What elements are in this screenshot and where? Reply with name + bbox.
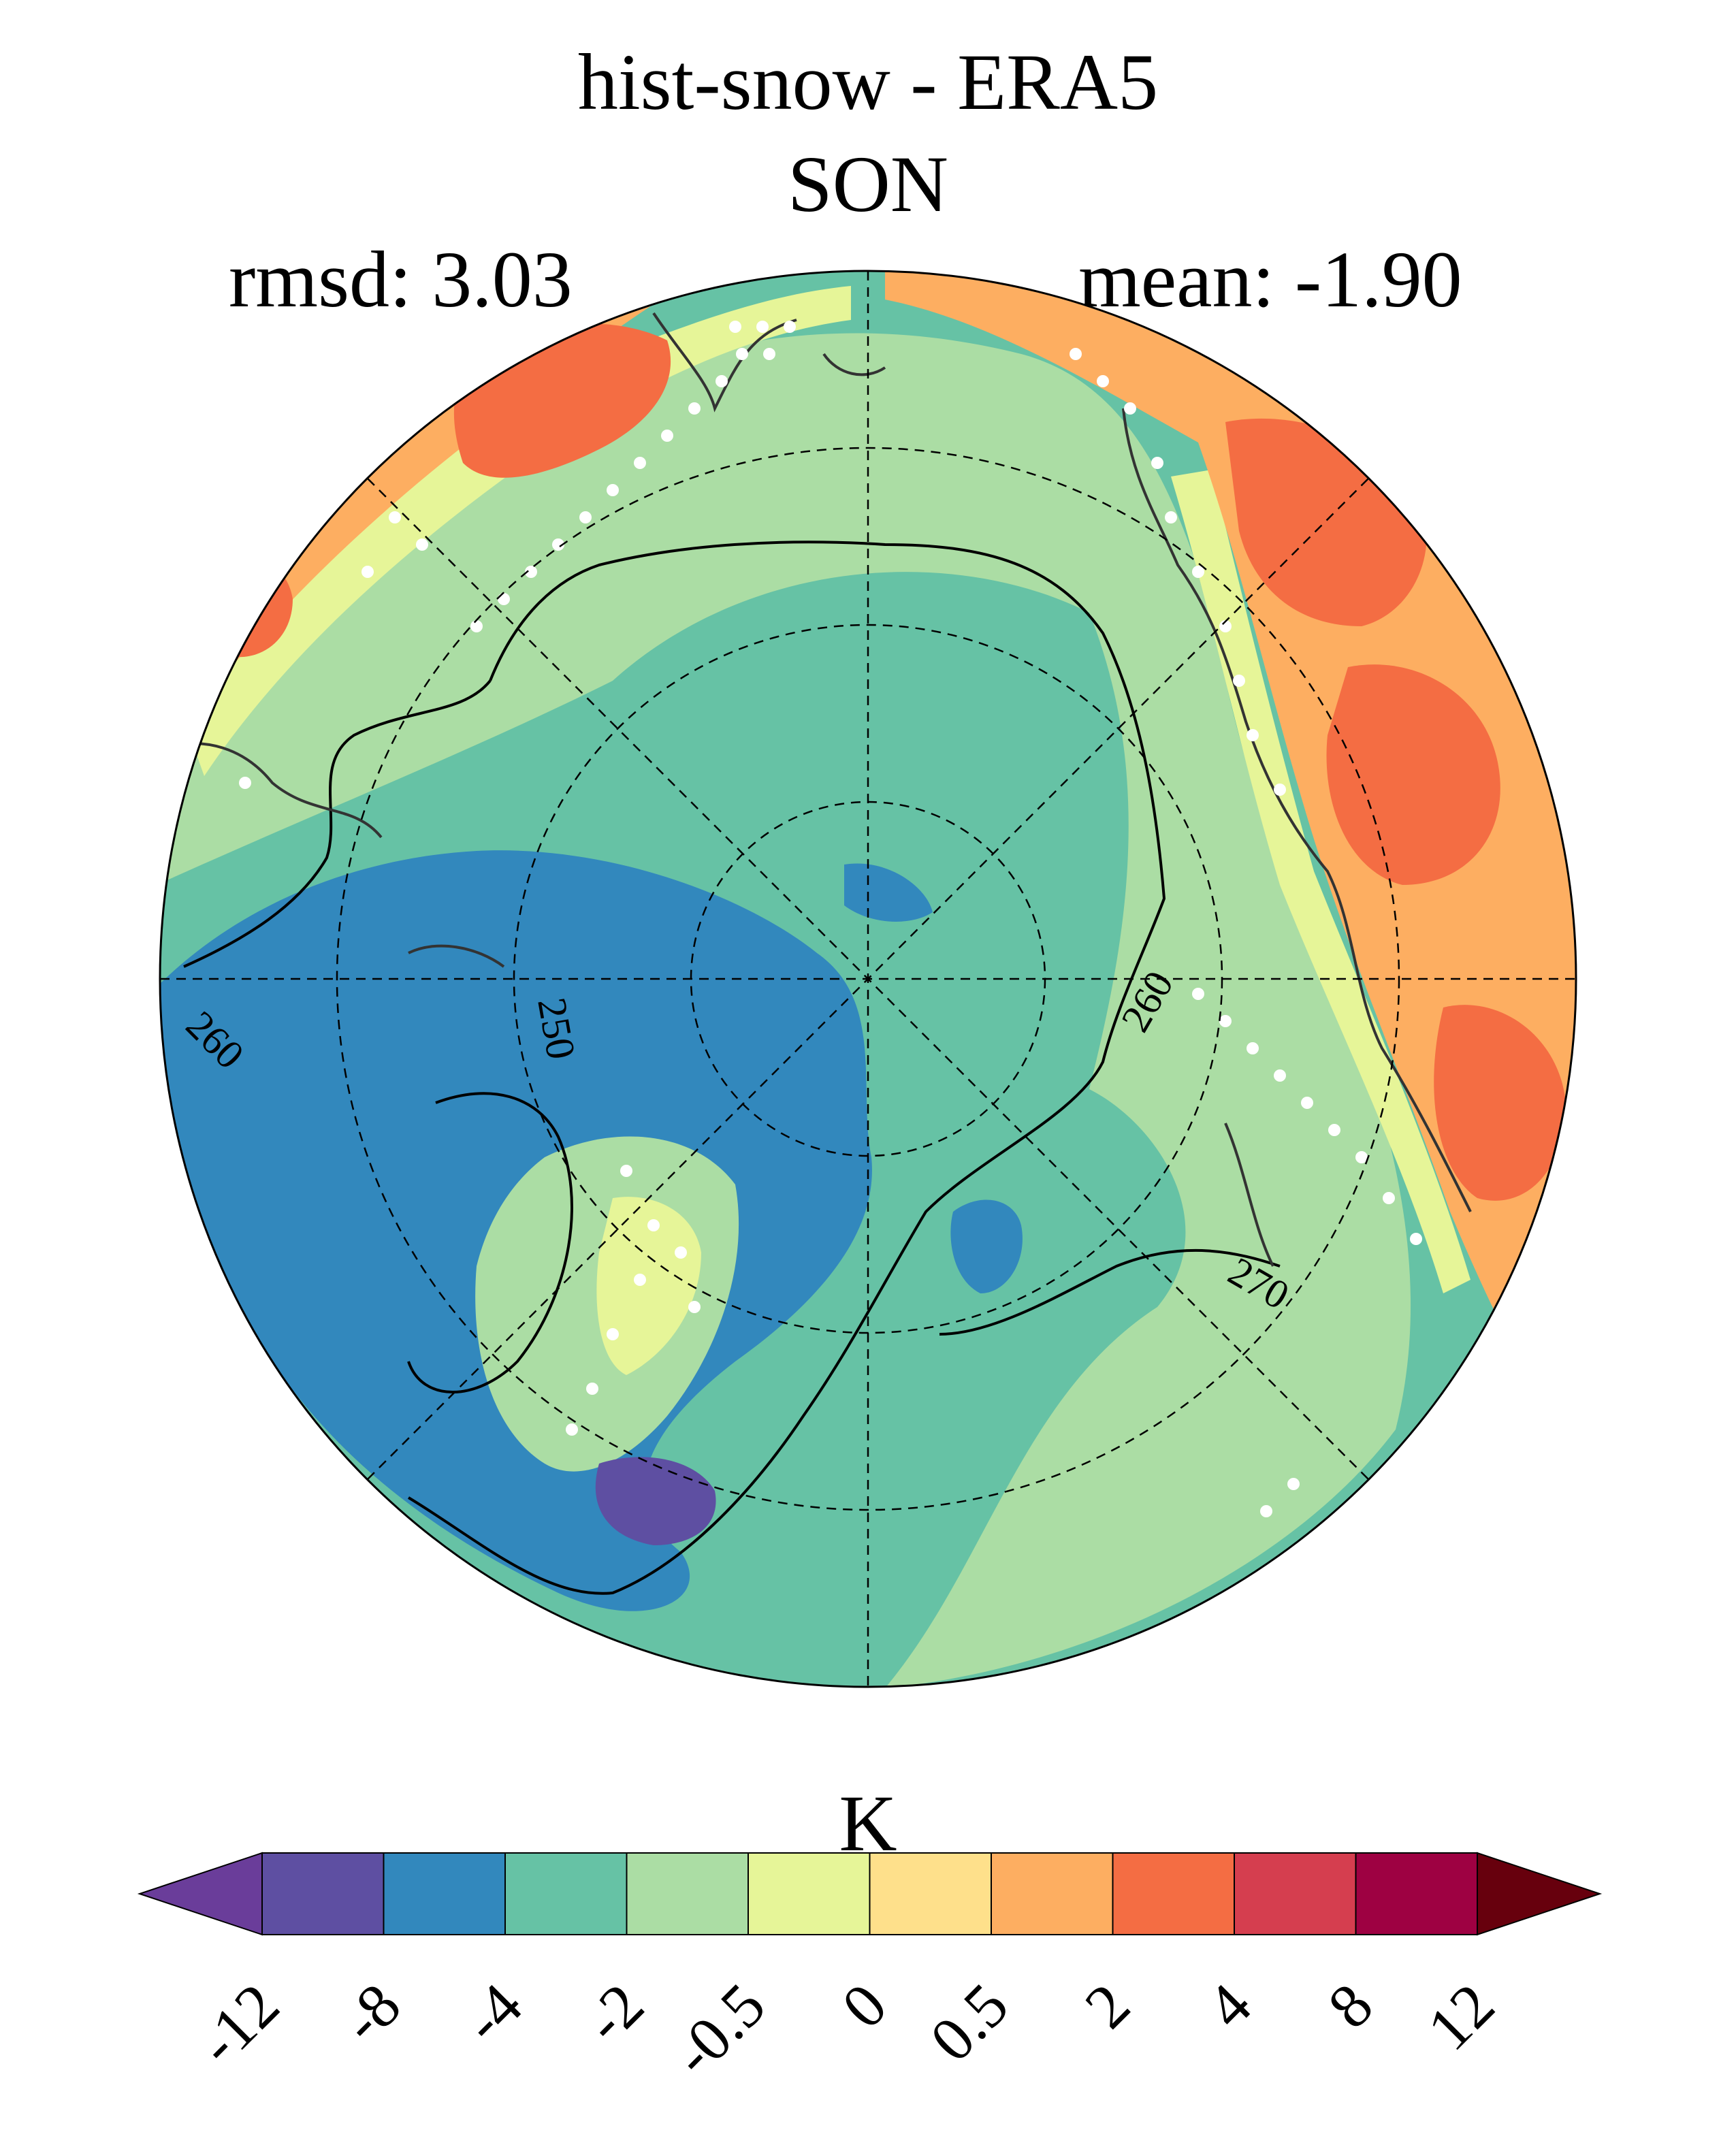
colorbar-tick-label: 4 (1193, 1970, 1264, 2042)
colorbar-tick-label: 2 (1072, 1970, 1143, 2042)
colorbar-tick-label: 12 (1414, 1970, 1507, 2063)
field-region-lightgreen (160, 333, 1411, 1687)
colorbar-box (748, 1852, 871, 1935)
colorbar-units: K (839, 1779, 897, 1868)
colorbar-box (383, 1852, 506, 1935)
field-region-purple (595, 1457, 716, 1545)
field-region-redorange-3 (1326, 664, 1500, 885)
colorbar-box (1234, 1852, 1357, 1935)
field-region-yellow-east (1171, 470, 1470, 1293)
colorbar-tick-label: -2 (570, 1970, 656, 2056)
contour-label-250: 250 (529, 995, 584, 1063)
colorbar-tick-label: -0.5 (659, 1970, 778, 2089)
colorbar-tick-label: -12 (184, 1970, 292, 2078)
season-label: SON (787, 140, 949, 229)
colorbar-box (1112, 1852, 1235, 1935)
colorbar-tick-label: 0.5 (917, 1970, 1021, 2074)
colorbar-box (869, 1852, 992, 1935)
mean-label: mean: -1.90 (1078, 235, 1462, 324)
colorbar-box (1355, 1852, 1478, 1935)
colorbar-tick-label: 0 (829, 1970, 900, 2042)
field-region-greenland-yellow (596, 1197, 701, 1375)
contour-line-1 (407, 540, 1166, 1595)
colorbar-tick-label: -8 (327, 1970, 413, 2056)
colorbar-extend-over (1477, 1852, 1603, 1936)
field-region-blue-small (844, 863, 933, 922)
contour-line-2 (183, 679, 492, 968)
colorbar-box (504, 1852, 628, 1935)
field-region-blue-east (950, 1199, 1023, 1293)
colorbar-tick-label: 8 (1315, 1970, 1386, 2042)
field-region-redorange-4 (1434, 1005, 1566, 1201)
coastline (163, 312, 1472, 1267)
polar-map: 250 260 260 270 (159, 270, 1577, 1688)
map-boundary (159, 270, 1577, 1688)
map-title: hist-snow - ERA5 (577, 37, 1159, 127)
contour-line-3 (939, 1248, 1281, 1336)
contour-line-4 (407, 1092, 573, 1393)
graticule (160, 271, 1576, 1687)
field-region-yellow (170, 286, 851, 776)
stippling (239, 321, 1422, 1517)
rmsd-label: rmsd: 3.03 (229, 235, 573, 324)
colorbar-extend-under (137, 1852, 263, 1936)
colorbar-box (626, 1852, 749, 1935)
colorbar-tick-label: -4 (449, 1970, 535, 2056)
field-region-orange (885, 271, 1576, 1498)
colorbar-box (991, 1852, 1114, 1935)
colorbar: -12 -8 -4 -2 -0.5 0 0.5 2 4 8 12 (137, 1852, 1603, 2089)
colorbar-box (261, 1852, 385, 1935)
